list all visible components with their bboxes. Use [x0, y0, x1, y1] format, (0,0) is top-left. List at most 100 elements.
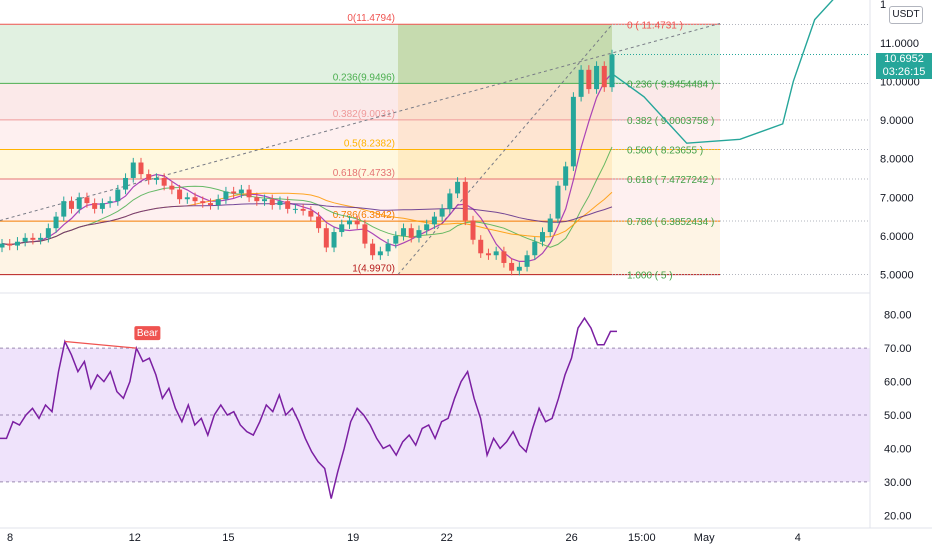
candle-body[interactable] — [447, 193, 453, 209]
candle-body[interactable] — [246, 189, 252, 198]
moving-average-line — [1, 146, 613, 248]
candle-body[interactable] — [424, 224, 430, 231]
rsi-tick-label: 70.00 — [884, 343, 912, 355]
candle-body[interactable] — [146, 174, 152, 180]
candle-body[interactable] — [609, 54, 615, 88]
candle-body[interactable] — [532, 241, 538, 256]
fib-right-label: 0.382 ( 9.0003758 ) — [627, 116, 714, 127]
price-tick-label: 11.0000 — [880, 38, 919, 50]
candle-body[interactable] — [76, 197, 82, 209]
candle-body[interactable] — [53, 216, 59, 229]
candle-body[interactable] — [115, 189, 121, 202]
candle-body[interactable] — [153, 177, 159, 180]
candle-body[interactable] — [262, 199, 268, 202]
rsi-line[interactable] — [0, 316, 617, 499]
currency-badge[interactable]: USDT — [889, 6, 923, 24]
rsi-pane[interactable]: Bear — [0, 316, 870, 499]
candle-body[interactable] — [439, 208, 445, 217]
candle-body[interactable] — [455, 181, 461, 194]
candle-body[interactable] — [501, 251, 507, 263]
candle-body[interactable] — [308, 210, 314, 217]
candle-body[interactable] — [285, 201, 291, 209]
rsi-tick-label: 80.00 — [884, 310, 912, 322]
rsi-tick-label: 60.00 — [884, 377, 912, 389]
candle-body[interactable] — [92, 203, 98, 209]
candle-body[interactable] — [485, 253, 491, 256]
candle-body[interactable] — [207, 203, 213, 206]
candle-body[interactable] — [231, 191, 237, 194]
candle-body[interactable] — [563, 166, 569, 186]
candle-body[interactable] — [586, 69, 592, 90]
candle-body[interactable] — [346, 220, 352, 225]
candle-body[interactable] — [385, 243, 391, 252]
candle-body[interactable] — [316, 216, 322, 229]
candle-body[interactable] — [516, 266, 522, 271]
rsi-tick-label: 50.00 — [884, 410, 912, 422]
candle-body[interactable] — [300, 208, 306, 211]
candle-body[interactable] — [601, 65, 607, 88]
candle-body[interactable] — [200, 201, 206, 204]
candle-body[interactable] — [401, 228, 407, 236]
candle-body[interactable] — [478, 239, 484, 254]
candle-body[interactable] — [416, 230, 422, 238]
candle-body[interactable] — [38, 237, 44, 240]
candle-body[interactable] — [470, 220, 476, 240]
fib-right-label: 0.500 ( 8.23655 ) — [627, 146, 703, 157]
candle-body[interactable] — [547, 218, 553, 233]
price-pane[interactable]: 0(11.4794) 0.236(9.9496) 0.382(9.0031) 0.5(… — [0, 0, 870, 282]
candle-body[interactable] — [462, 181, 468, 221]
candle-body[interactable] — [277, 201, 283, 206]
candle-body[interactable] — [292, 208, 298, 210]
candle-body[interactable] — [169, 185, 175, 190]
candle-body[interactable] — [0, 243, 5, 248]
candle-body[interactable] — [555, 185, 561, 219]
candle-body[interactable] — [578, 69, 584, 97]
candle-body[interactable] — [493, 251, 499, 256]
candle-body[interactable] — [509, 262, 515, 271]
candle-body[interactable] — [68, 201, 74, 209]
price-tick-label: 5.0000 — [880, 270, 914, 282]
candle-body[interactable] — [362, 224, 368, 244]
candle-body[interactable] — [45, 228, 51, 238]
candle-body[interactable] — [192, 197, 198, 202]
candle-body[interactable] — [393, 235, 399, 244]
candle-body[interactable] — [61, 201, 67, 217]
time-tick-label: 4 — [795, 532, 801, 544]
moving-average-line — [1, 203, 613, 246]
candle-body[interactable] — [107, 201, 113, 204]
candle-body[interactable] — [331, 232, 337, 248]
candle-body[interactable] — [570, 96, 576, 167]
candle-body[interactable] — [215, 199, 221, 206]
candle-body[interactable] — [99, 203, 105, 209]
candle-body[interactable] — [540, 232, 546, 242]
candle-body[interactable] — [594, 65, 600, 90]
candle-body[interactable] — [177, 189, 183, 200]
candle-body[interactable] — [84, 197, 90, 204]
candle-body[interactable] — [14, 241, 20, 246]
candle-body[interactable] — [238, 189, 244, 194]
last-price-tag: 10.6952 03:26:15 — [876, 53, 932, 79]
candle-body[interactable] — [323, 228, 329, 248]
candle-body[interactable] — [223, 191, 229, 200]
candle-body[interactable] — [370, 243, 376, 256]
fib-left-label: 0.618(7.4733) — [333, 168, 395, 179]
candle-body[interactable] — [254, 197, 260, 202]
candle-body[interactable] — [22, 237, 28, 242]
candle-body[interactable] — [123, 177, 129, 190]
candle-body[interactable] — [161, 177, 167, 186]
candle-body[interactable] — [339, 224, 345, 233]
candle-body[interactable] — [377, 251, 383, 256]
candle-body[interactable] — [524, 255, 530, 267]
candle-body[interactable] — [138, 162, 144, 175]
projection-path[interactable] — [611, 0, 836, 144]
candle-body[interactable] — [130, 162, 136, 178]
candle-body[interactable] — [431, 216, 437, 225]
candle-body[interactable] — [30, 237, 36, 240]
candle-body[interactable] — [408, 228, 414, 238]
candle-body[interactable] — [7, 243, 13, 246]
candle-body[interactable] — [269, 199, 275, 206]
candle-body[interactable] — [354, 220, 360, 225]
fib-left-label: 0.786(6.3842) — [333, 210, 395, 221]
candle-body[interactable] — [184, 197, 190, 200]
